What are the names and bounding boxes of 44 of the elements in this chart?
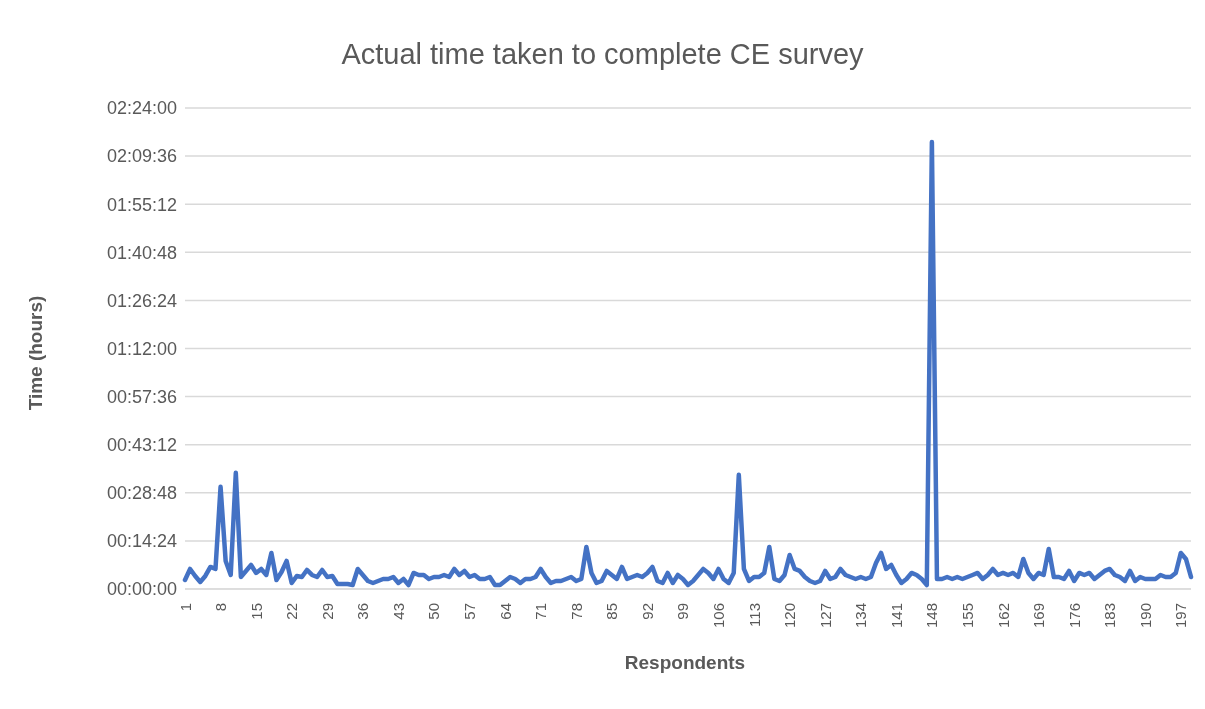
chart-title: Actual time taken to complete CE survey — [340, 38, 865, 71]
x-tick-label: 127 — [816, 603, 834, 629]
x-tick-label: 169 — [1030, 603, 1048, 629]
y-tick-label: 02:24:00 — [106, 98, 177, 119]
y-tick-label: 01:55:12 — [106, 194, 177, 215]
x-tick-label: 78 — [567, 603, 585, 620]
y-tick-label: 00:57:36 — [106, 386, 177, 407]
y-tick-label: 00:00:00 — [106, 579, 177, 600]
x-tick-label: 155 — [958, 603, 976, 629]
y-tick-label: 00:28:48 — [106, 483, 177, 504]
x-tick-label: 36 — [354, 603, 372, 620]
x-tick-label: 176 — [1065, 603, 1083, 629]
y-tick-label: 01:12:00 — [106, 338, 177, 359]
x-tick-label: 197 — [1172, 603, 1190, 629]
x-tick-label: 85 — [603, 603, 621, 620]
y-tick-label: 01:26:24 — [106, 290, 177, 311]
x-tick-label: 43 — [389, 603, 407, 620]
x-tick-label: 120 — [781, 603, 799, 629]
y-tick-label: 00:43:12 — [106, 435, 177, 456]
x-tick-label: 92 — [638, 603, 656, 620]
x-tick-label: 1 — [176, 603, 194, 612]
line-series — [182, 139, 1194, 588]
x-tick-label: 162 — [994, 603, 1012, 629]
y-tick-label: 02:09:36 — [106, 146, 177, 167]
x-tick-label: 183 — [1101, 603, 1119, 629]
x-tick-label: 134 — [852, 603, 870, 629]
y-tick-label: 00:14:24 — [106, 531, 177, 552]
x-tick-label: 8 — [212, 603, 230, 612]
x-tick-label: 50 — [425, 603, 443, 620]
x-tick-label: 190 — [1136, 603, 1154, 629]
x-tick-label: 22 — [283, 603, 301, 620]
x-tick-label: 57 — [461, 603, 479, 620]
x-tick-label: 64 — [496, 603, 514, 620]
x-tick-label: 106 — [709, 603, 727, 629]
x-axis-title: Respondents — [623, 652, 747, 674]
x-tick-label: 15 — [247, 603, 265, 620]
x-tick-label: 71 — [532, 603, 550, 620]
x-tick-label: 113 — [745, 603, 763, 627]
x-tick-label: 141 — [887, 603, 905, 629]
x-tick-label: 148 — [923, 603, 941, 629]
x-tick-label: 29 — [318, 603, 336, 620]
y-tick-label: 01:40:48 — [106, 242, 177, 263]
x-tick-label: 99 — [674, 603, 692, 620]
y-axis-title: Time (hours) — [25, 295, 47, 411]
